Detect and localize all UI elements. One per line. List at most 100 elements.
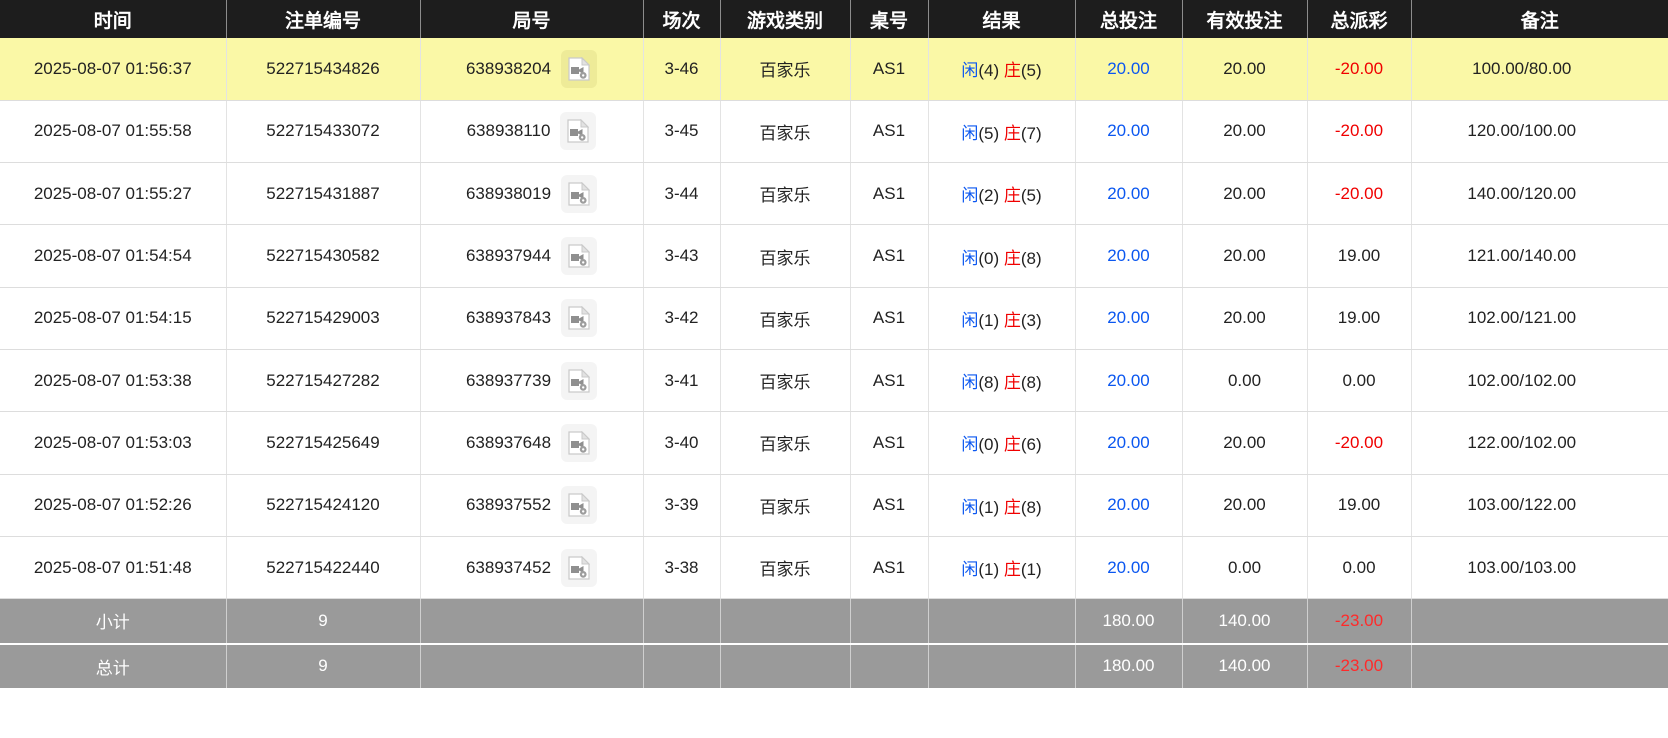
video-replay-icon[interactable]: [561, 237, 598, 276]
payout-value: -20.00: [1334, 432, 1384, 452]
summary-blank-table-no: [850, 598, 929, 645]
cell-valid-bet: 20.00: [1182, 100, 1308, 164]
payout-value: 0.00: [1342, 370, 1376, 390]
round-no-text: 638937843: [465, 308, 552, 328]
cell-session: 3-46: [643, 38, 721, 101]
summary-blank-round-no: [420, 598, 644, 645]
cell-result: 闲(2) 庄(5): [928, 162, 1076, 226]
round-no-text: 638937648: [465, 432, 552, 452]
result-banker-label: 庄: [1003, 61, 1021, 81]
table-row-7[interactable]: 2025-08-07 01:52:26 522715424120 6389375…: [0, 474, 1668, 537]
table-row-1[interactable]: 2025-08-07 01:55:58 522715433072 6389381…: [0, 100, 1668, 164]
table-row-5[interactable]: 2025-08-07 01:53:38 522715427282 6389377…: [0, 349, 1668, 413]
video-replay-icon[interactable]: [561, 548, 598, 587]
cell-order-no: 522715430582: [226, 224, 421, 288]
result-banker-label: 庄: [1003, 310, 1021, 330]
column-header-remark[interactable]: 备注: [1411, 0, 1668, 38]
cell-result: 闲(8) 庄(8): [928, 349, 1076, 413]
summary-row-1: 总计 9 180.00 140.00 -23.00: [0, 643, 1668, 690]
column-header-total-bet[interactable]: 总投注: [1075, 0, 1183, 38]
table-row-3[interactable]: 2025-08-07 01:54:54 522715430582 6389379…: [0, 224, 1668, 288]
column-header-valid-bet[interactable]: 有效投注: [1182, 0, 1308, 38]
cell-time: 2025-08-07 01:56:37: [0, 38, 227, 101]
summary-count: 9: [226, 643, 421, 690]
summary-label: 总计: [0, 643, 227, 690]
column-header-table-no[interactable]: 桌号: [850, 0, 929, 38]
cell-payout: -20.00: [1307, 162, 1412, 226]
cell-game-type: 百家乐: [720, 474, 851, 537]
table-row-4[interactable]: 2025-08-07 01:54:15 522715429003 6389378…: [0, 287, 1668, 350]
cell-valid-bet: 20.00: [1182, 162, 1308, 226]
column-header-time[interactable]: 时间: [0, 0, 227, 38]
cell-remark: 140.00/120.00: [1411, 162, 1668, 226]
cell-result: 闲(5) 庄(7): [928, 100, 1076, 164]
cell-session: 3-42: [643, 287, 721, 350]
video-replay-icon[interactable]: [560, 112, 597, 151]
result-player-value: (1): [978, 497, 1000, 517]
cell-valid-bet: 20.00: [1182, 474, 1308, 537]
table-row-0[interactable]: 2025-08-07 01:56:37 522715434826 6389382…: [0, 38, 1668, 101]
table-row-8[interactable]: 2025-08-07 01:51:48 522715422440 6389374…: [0, 536, 1668, 600]
table-row-2[interactable]: 2025-08-07 01:55:27 522715431887 6389380…: [0, 162, 1668, 226]
cell-valid-bet: 20.00: [1182, 411, 1308, 475]
cell-remark: 100.00/80.00: [1411, 38, 1668, 101]
cell-result: 闲(0) 庄(8): [928, 224, 1076, 288]
result-banker-value: (5): [1020, 186, 1042, 206]
video-replay-icon[interactable]: [561, 486, 598, 525]
cell-game-type: 百家乐: [720, 100, 851, 164]
cell-game-type: 百家乐: [720, 536, 851, 600]
result-player-value: (0): [978, 435, 1000, 455]
total-bet-value: 20.00: [1107, 121, 1150, 141]
total-bet-value: 20.00: [1107, 58, 1150, 78]
column-header-order-no[interactable]: 注单编号: [226, 0, 421, 38]
column-header-result[interactable]: 结果: [928, 0, 1076, 38]
cell-order-no: 522715431887: [226, 162, 421, 226]
cell-game-type: 百家乐: [720, 224, 851, 288]
result-banker-label: 庄: [1003, 248, 1021, 268]
column-header-session[interactable]: 场次: [643, 0, 721, 38]
cell-round-no: 638938019: [420, 162, 644, 226]
cell-remark: 102.00/102.00: [1411, 349, 1668, 413]
column-header-payout[interactable]: 总派彩: [1307, 0, 1412, 38]
round-no-text: 638937552: [465, 495, 552, 515]
video-replay-icon[interactable]: [561, 174, 598, 213]
cell-session: 3-44: [643, 162, 721, 226]
result-banker-value: (6): [1020, 435, 1042, 455]
video-replay-icon[interactable]: [561, 299, 598, 338]
result-banker-label: 庄: [1003, 186, 1021, 206]
cell-valid-bet: 20.00: [1182, 38, 1308, 101]
cell-total-bet: 20.00: [1075, 536, 1183, 600]
cell-result: 闲(1) 庄(3): [928, 287, 1076, 350]
cell-game-type: 百家乐: [720, 38, 851, 101]
payout-value: 19.00: [1337, 246, 1381, 266]
bet-history-table: 时间 注单编号 局号 场次 游戏类别 桌号 结果 总投注 有效投注 总派彩 备注…: [0, 0, 1668, 690]
cell-time: 2025-08-07 01:53:38: [0, 349, 227, 413]
cell-table-no: AS1: [850, 474, 929, 537]
result-banker-label: 庄: [1003, 123, 1021, 143]
column-header-game-type[interactable]: 游戏类别: [720, 0, 851, 38]
summary-blank-session: [643, 598, 721, 645]
cell-remark: 103.00/122.00: [1411, 474, 1668, 537]
payout-value: 0.00: [1342, 557, 1376, 577]
round-no-text: 638937452: [465, 557, 552, 577]
total-bet-value: 20.00: [1107, 183, 1150, 203]
video-replay-icon[interactable]: [561, 423, 598, 462]
result-player-label: 闲: [961, 497, 979, 517]
column-header-round-no[interactable]: 局号: [420, 0, 644, 38]
summary-payout-value: -23.00: [1334, 610, 1384, 630]
table-row-6[interactable]: 2025-08-07 01:53:03 522715425649 6389376…: [0, 411, 1668, 475]
cell-remark: 122.00/102.00: [1411, 411, 1668, 475]
result-player-value: (1): [978, 560, 1000, 580]
video-replay-icon[interactable]: [561, 49, 598, 88]
result-player-label: 闲: [961, 248, 979, 268]
cell-result: 闲(0) 庄(6): [928, 411, 1076, 475]
result-player-value: (4): [978, 61, 1000, 81]
summary-blank-result: [928, 643, 1076, 690]
summary-blank-round-no: [420, 643, 644, 690]
result-player-label: 闲: [961, 61, 979, 81]
table-body: 2025-08-07 01:56:37 522715434826 6389382…: [0, 38, 1668, 690]
cell-total-bet: 20.00: [1075, 411, 1183, 475]
cell-table-no: AS1: [850, 349, 929, 413]
cell-time: 2025-08-07 01:53:03: [0, 411, 227, 475]
video-replay-icon[interactable]: [561, 361, 598, 400]
